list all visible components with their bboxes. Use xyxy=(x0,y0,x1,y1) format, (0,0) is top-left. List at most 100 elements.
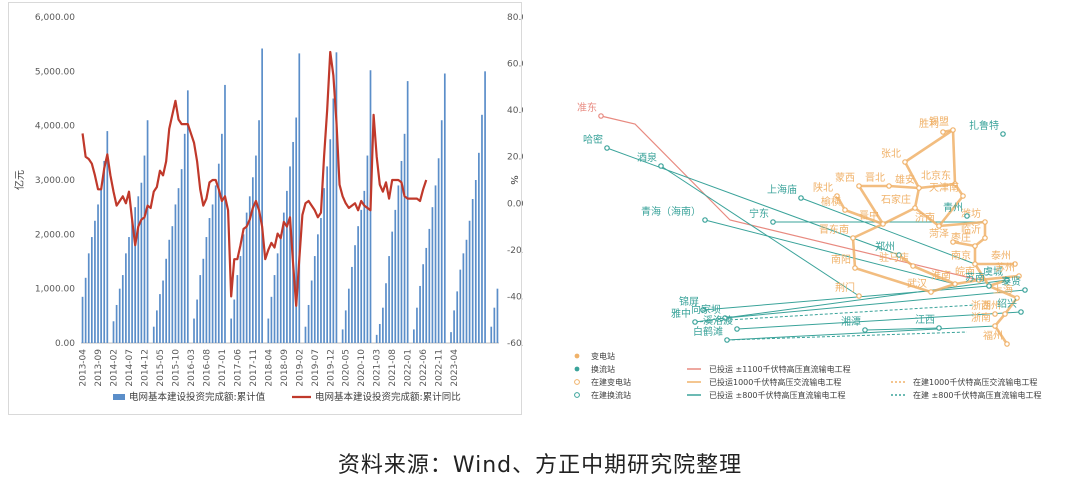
station-46 xyxy=(862,327,868,333)
bar xyxy=(286,190,288,343)
station-38 xyxy=(1022,287,1028,293)
station-label: 临沂 xyxy=(961,223,981,236)
bar xyxy=(94,220,96,343)
bar xyxy=(239,256,242,343)
station-label: 向家坝 xyxy=(691,303,721,316)
bar xyxy=(106,131,109,343)
bar xyxy=(422,264,424,343)
line-1000kv-ac xyxy=(913,186,921,210)
station-44 xyxy=(1004,341,1010,347)
station-label: 泰贤 xyxy=(1001,275,1021,288)
line-1000kv-ac xyxy=(993,324,1009,346)
line-800kv-dc xyxy=(726,325,996,341)
station-12 xyxy=(1000,131,1006,137)
legend-symbol xyxy=(574,392,580,398)
bar xyxy=(289,166,291,343)
station-6 xyxy=(834,193,840,199)
x-tick-label: 2019-07 xyxy=(311,349,321,387)
station-49 xyxy=(734,326,740,332)
bar xyxy=(298,53,301,344)
bar xyxy=(326,166,328,343)
station-14 xyxy=(952,181,958,187)
bar xyxy=(242,234,245,343)
bar xyxy=(344,310,347,343)
line-1000kv-ac xyxy=(929,282,957,294)
station-label: 湖州 xyxy=(981,300,1001,312)
bar xyxy=(351,266,353,343)
y-right-tick-label: 40.00 xyxy=(507,106,523,116)
station-label: 南京 xyxy=(951,249,971,262)
bar xyxy=(382,307,384,343)
x-tick-label: 2017-01 xyxy=(218,349,228,387)
bar xyxy=(335,52,338,343)
map-legend-label: 已投运 ±1100千伏特高压直流输电工程 xyxy=(709,364,851,374)
line-800kv-dc xyxy=(694,279,1008,323)
bar xyxy=(180,169,183,343)
station-41 xyxy=(1018,309,1024,315)
bar xyxy=(199,275,202,343)
y-right-tick-label: -60.00 xyxy=(507,339,523,349)
line-800kv-dc xyxy=(864,327,940,331)
station-label: 准东 xyxy=(577,101,597,114)
bar xyxy=(248,196,251,343)
station-label: 酒泉 xyxy=(637,151,657,164)
bar xyxy=(171,226,174,343)
investment-chart: 0.00 1,000.00 2,000.00 3,000.00 4,000.00 5,00… xyxy=(8,2,523,415)
station-label: 武汉 xyxy=(907,277,927,290)
bar xyxy=(165,258,167,343)
station-label: 胜利 xyxy=(919,118,939,130)
line-1000kv-ac xyxy=(881,206,917,226)
line-1000kv-ac xyxy=(937,194,965,228)
bar xyxy=(388,256,390,343)
station-9 xyxy=(886,183,892,189)
line-1000kv-ac xyxy=(953,278,981,286)
station-40 xyxy=(1002,311,1008,317)
bar xyxy=(121,275,124,343)
bar xyxy=(100,188,102,343)
x-tick-label: 2022-11 xyxy=(435,349,445,387)
bar xyxy=(378,323,381,343)
station-43 xyxy=(992,311,998,317)
station-label: 溪洛渡 xyxy=(703,314,733,327)
station-50 xyxy=(692,319,698,325)
x-tick-label: 2015-10 xyxy=(171,349,181,387)
line-800kv-dc xyxy=(724,289,1026,319)
station-35 xyxy=(1004,277,1010,283)
y-left-tick-label: 4,000.00 xyxy=(35,122,75,132)
station-label: 淮南 xyxy=(931,269,951,282)
y-right-title: % xyxy=(508,175,519,185)
station-30 xyxy=(928,289,934,295)
bar xyxy=(406,81,409,344)
chart-svg: 0.00 1,000.00 2,000.00 3,000.00 4,000.00 5,00… xyxy=(13,13,523,403)
bar xyxy=(400,160,403,343)
station-label: 青海（海南） xyxy=(641,205,701,218)
line-800kv-dc-construction xyxy=(694,304,976,323)
bar xyxy=(357,226,359,343)
y-right-tick-label: 20.00 xyxy=(507,153,523,163)
bar xyxy=(103,160,106,343)
station-42 xyxy=(992,323,998,329)
station-label: 苏南 xyxy=(965,271,985,284)
x-tick-label: 2015-05 xyxy=(156,349,166,387)
bar xyxy=(156,310,158,343)
station-label: 上海 xyxy=(993,283,1013,296)
bar xyxy=(255,155,257,343)
bar xyxy=(261,48,263,343)
y-left-tick-label: 3,000.00 xyxy=(35,176,75,186)
line-1000kv-ac xyxy=(853,266,933,294)
station-label: 晋中 xyxy=(859,209,879,222)
station-label: 枣庄 xyxy=(951,231,971,244)
uhv-grid-map: 准东 哈密 酒泉 青海（海南） 宁东 上海庙 陕北 榆横 蒙西 晋北 胜利 锡盟 扎鲁特 张北 北京东 天津南… xyxy=(555,100,1075,405)
map-legend-label: 已投运 ±800千伏特高压直流输电工程 xyxy=(709,390,846,400)
bar xyxy=(270,296,273,343)
station-4 xyxy=(770,219,776,225)
station-48 xyxy=(722,315,728,321)
source-caption: 资料来源：Wind、方正中期研究院整理 xyxy=(337,453,743,478)
station-label: 晋东南 xyxy=(819,223,849,236)
station-label: 石家庄 xyxy=(881,193,911,206)
y-right-tick-label: 60.00 xyxy=(507,60,523,70)
line-1000kv-ac xyxy=(951,128,957,186)
bar xyxy=(140,182,143,343)
station-34 xyxy=(976,277,982,283)
y-left-tick-label: 6,000.00 xyxy=(35,13,75,23)
